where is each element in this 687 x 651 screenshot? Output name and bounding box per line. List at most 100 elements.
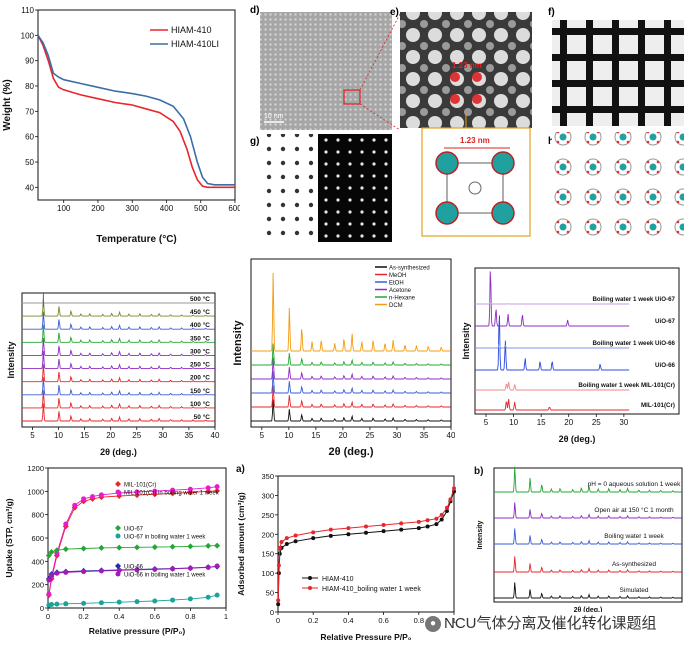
ads-point: [293, 533, 298, 538]
x-tick-label: 5: [484, 418, 489, 427]
y-tick-label: 80: [25, 82, 34, 91]
uptake-point: [98, 492, 104, 498]
y-tick-label: 1000: [27, 487, 44, 496]
stability-series-label: Boiling water 1 week UiO-66: [592, 340, 675, 347]
ads-point: [328, 533, 333, 538]
x-tick-label: 10: [54, 431, 63, 440]
y-tick-label: 100: [261, 569, 274, 578]
vt-series-350 °C: [22, 324, 215, 343]
x-tick-label: 600: [228, 204, 240, 213]
y-axis-title: Intensity: [232, 320, 244, 366]
y-tick-label: 0: [40, 604, 44, 613]
solvent-series-Acetone: [251, 357, 451, 380]
uptake-point: [151, 544, 158, 551]
vt-series-500 °C: [22, 301, 215, 304]
uptake-point: [49, 602, 55, 607]
plot-frame: [474, 267, 680, 415]
uptake-point: [134, 599, 140, 605]
solvent-series-MeOH: [251, 385, 451, 408]
microscopy-composite: d) 10 nm e) 1.23 nm f) g) 1.23 nm: [250, 5, 684, 242]
x-tick-label: 100: [57, 204, 71, 213]
legend-label: UiO-66: [124, 565, 144, 571]
x-axis-title: 2θ (deg.): [328, 446, 373, 458]
ads-point: [416, 519, 421, 524]
x-tick-label: 0.4: [343, 616, 353, 625]
y-tick-label: 600: [31, 534, 44, 543]
x-tick-label: 1: [224, 612, 228, 621]
x-axis-title: Temperature (°C): [96, 234, 177, 245]
uptake-point: [45, 552, 52, 559]
y-tick-label: 40: [25, 183, 34, 192]
stability-series-Boiling water 1 week UiO-66: [475, 342, 630, 349]
pxrdb-series-Open air at 150 °C 1 month: [494, 502, 682, 519]
x-tick-label: 30: [619, 418, 628, 427]
x-tick-label: 20: [106, 431, 115, 440]
uptake-point: [48, 549, 55, 555]
uptake-point: [46, 591, 52, 597]
x-axis-title: 2θ (deg.): [559, 434, 596, 444]
solvent-chart: 5 10 15 20 25 30 35 40 2θ (deg.) Intensity As-synt…: [232, 258, 455, 458]
y-tick-label: 110: [21, 6, 34, 15]
distance-box: 1.23 nm: [460, 136, 490, 145]
uptake-point: [214, 592, 220, 598]
vt-series-200 °C: [22, 364, 215, 383]
x-tick-label: 25: [592, 418, 601, 427]
tga-series-HIAM-410: [37, 34, 235, 189]
legend-swatch: [115, 481, 121, 487]
distance-e: 1.23 nm: [452, 61, 482, 70]
ads-point: [364, 524, 368, 529]
x-tick-label: 25: [365, 431, 374, 440]
uptake-point: [205, 542, 212, 549]
panel-label-b: b): [474, 466, 483, 477]
stability-series-label: UiO-66: [655, 362, 676, 369]
ads-point: [328, 527, 333, 532]
vt-series-300 °C: [22, 337, 215, 356]
legend-label: HIAM-410_boiling water 1 week: [322, 586, 421, 593]
y-tick-label: 50: [25, 158, 34, 167]
y-tick-label: 200: [261, 530, 274, 539]
uptake-point: [205, 564, 211, 570]
ads-point: [381, 529, 386, 534]
legend-swatch: [115, 489, 121, 495]
uptake-point: [54, 570, 60, 576]
vt-series-400 °C: [22, 311, 215, 330]
pxrdb-series-Boiling water 1 week: [494, 528, 682, 545]
vtpxrd-panel: 5 10 15 20 25 30 35 40 2θ (deg.) Intensity 50 °C 10…: [0, 255, 224, 460]
vt-series-label: 300 °C: [190, 347, 210, 355]
ads-point: [311, 530, 316, 535]
diffraction-sim: [260, 134, 316, 242]
ads-point: [425, 518, 430, 523]
stability-series-label: UiO-67: [655, 318, 676, 325]
x-tick-label: 20: [338, 431, 347, 440]
y-tick-label: 70: [25, 107, 34, 116]
uptake-point: [187, 565, 193, 571]
uptake-point: [98, 568, 104, 574]
ads-point: [439, 512, 444, 517]
ads-point: [416, 526, 421, 531]
uptake-point: [63, 569, 69, 575]
uptake-point: [49, 572, 55, 578]
adsorbed-panel: a) 0 0.2 0.4 0.6 0.8 1 0 50 100 150 200 250 300 350 Rel…: [232, 462, 464, 651]
uptake-point: [134, 567, 140, 573]
adsorbed-chart: a) 0 0.2 0.4 0.6 0.8 1 0 50 100 150 200 250 300 350 Rel…: [236, 464, 456, 642]
x-tick-label: 0.8: [414, 616, 424, 625]
y-tick-label: 400: [31, 557, 44, 566]
wechat-icon: ●: [425, 616, 441, 633]
uptake-point: [205, 485, 211, 491]
vt-series-100 °C: [22, 390, 215, 409]
vt-series-label: 100 °C: [190, 400, 210, 408]
uptake-point: [187, 486, 193, 492]
ads-point: [276, 563, 281, 568]
ads-point: [439, 517, 444, 522]
ads-point: [346, 532, 351, 537]
tga-series-HIAM-410LI: [37, 34, 235, 186]
plot-frame: [277, 475, 455, 613]
uptake-chart: 0 0.2 0.4 0.6 0.8 1 0 200 400 600 800 1000 1200 Relat…: [4, 464, 228, 636]
tga-panel: 100 200 300 400 500 600 40 50 60 70 80 90 100 110 Temp…: [0, 0, 240, 250]
plot-frame: [21, 292, 216, 428]
x-tick-label: 0: [276, 616, 280, 625]
solvent-series-As-synthesized: [251, 399, 451, 422]
vt-series-label: 50 °C: [194, 413, 211, 421]
stability-series-label: Boiling water 1 week UiO-67: [592, 296, 675, 303]
solvent-series-n-Hexane: [251, 343, 451, 366]
